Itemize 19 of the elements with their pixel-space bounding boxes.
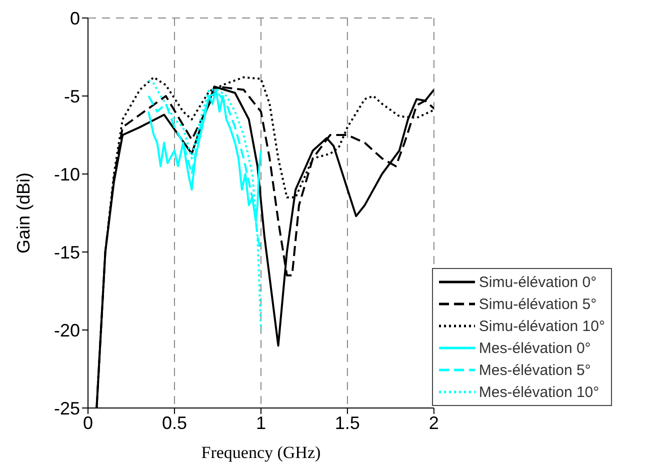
- x-axis-title: Frequency (GHz): [201, 443, 321, 462]
- y-tick-label: -5: [64, 86, 80, 106]
- y-tick-label: -25: [54, 398, 80, 418]
- y-tick-label: 0: [70, 8, 80, 28]
- legend-label: Mes-élévation 10°: [478, 384, 600, 400]
- legend-label: Simu-élévation 5°: [478, 296, 597, 312]
- x-tick-label: 0: [82, 412, 94, 433]
- x-tick-label: 0.5: [162, 412, 187, 433]
- legend-label: Mes-élévation 0°: [478, 340, 591, 356]
- legend-label: Simu-élévation 10°: [478, 318, 605, 334]
- y-tick-label: -10: [54, 164, 80, 184]
- x-tick-label: 1.5: [334, 412, 360, 433]
- y-axis-title: Gain (dBi): [13, 172, 34, 254]
- legend-label: Simu-élévation 0°: [478, 274, 597, 290]
- y-tick-label: -15: [54, 242, 80, 262]
- legend-label: Mes-élévation 5°: [478, 362, 591, 378]
- x-tick-label: 1: [256, 412, 266, 433]
- y-tick-label: -20: [54, 320, 80, 340]
- x-tick-label: 2: [428, 412, 439, 433]
